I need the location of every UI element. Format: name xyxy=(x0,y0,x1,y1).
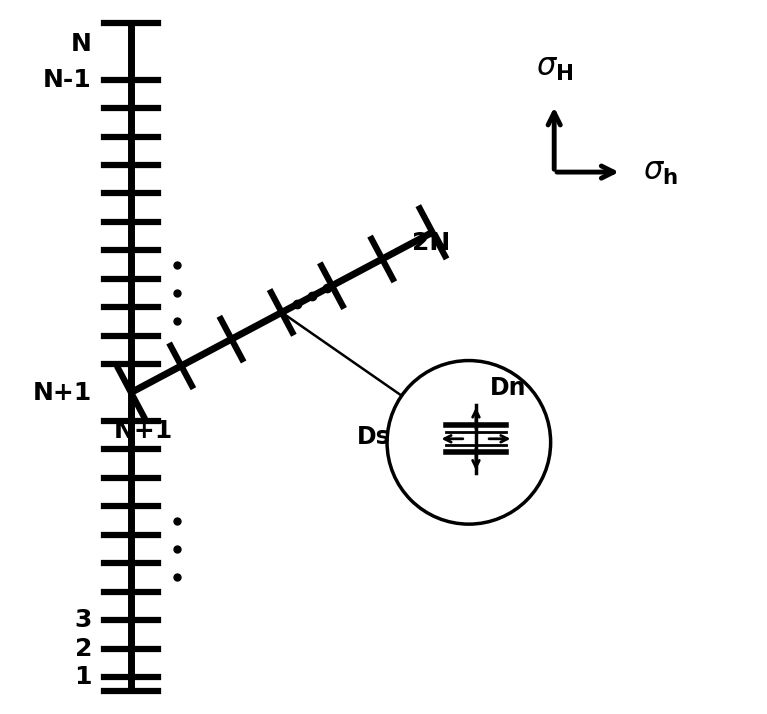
Text: N: N xyxy=(71,32,92,56)
Text: N+1: N+1 xyxy=(33,381,92,405)
Text: $\sigma_\mathbf{H}$: $\sigma_\mathbf{H}$ xyxy=(535,54,573,83)
Text: 2: 2 xyxy=(74,637,92,660)
Text: 2N: 2N xyxy=(412,231,450,255)
Text: 3: 3 xyxy=(74,608,92,632)
Text: Ds: Ds xyxy=(357,426,390,449)
Text: N-1: N-1 xyxy=(43,68,92,91)
Text: Dn: Dn xyxy=(490,376,527,400)
Text: N+1: N+1 xyxy=(114,418,173,443)
Text: $\sigma_\mathbf{h}$: $\sigma_\mathbf{h}$ xyxy=(643,158,678,186)
Text: 1: 1 xyxy=(74,665,92,689)
